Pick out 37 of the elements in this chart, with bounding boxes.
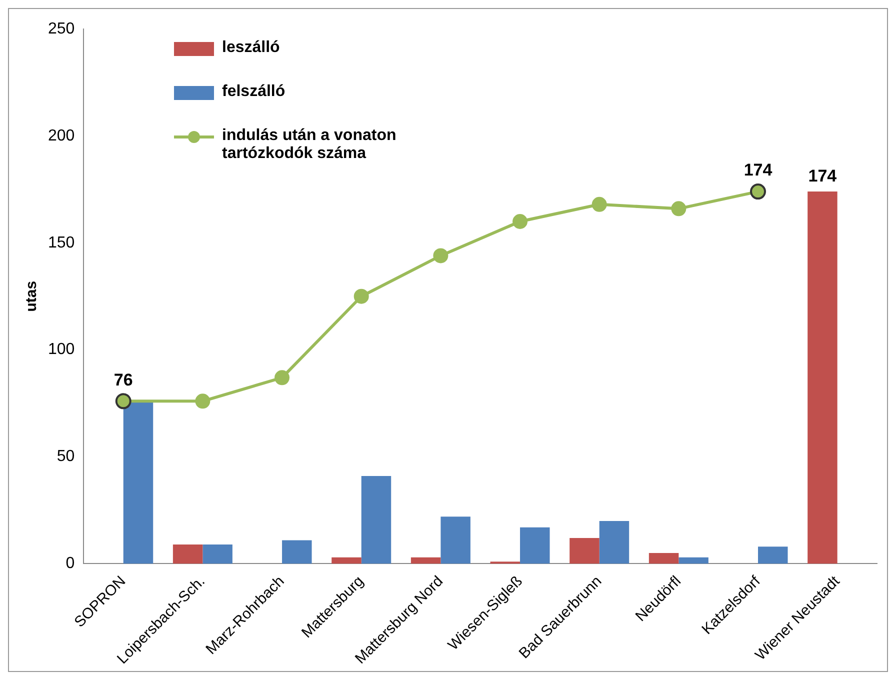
- point: [671, 201, 686, 216]
- legend-label: leszálló: [222, 39, 280, 57]
- point: [592, 196, 607, 212]
- legend-label: felszálló: [222, 83, 286, 101]
- y-tick-label: 50: [56, 448, 75, 466]
- y-tick-label: 0: [66, 555, 75, 572]
- bar: [410, 557, 441, 564]
- bar: [599, 520, 630, 564]
- bar: [758, 546, 788, 564]
- y-tick-label: 200: [48, 127, 75, 144]
- bar: [282, 540, 312, 564]
- point: [354, 288, 369, 304]
- bar: [648, 553, 679, 564]
- bar: [361, 476, 392, 564]
- y-tick-label: 150: [48, 234, 75, 252]
- y-tick-label: 100: [48, 341, 75, 358]
- bar: [808, 192, 838, 564]
- point: [274, 370, 290, 386]
- bar: [172, 544, 203, 564]
- bar: [202, 544, 232, 564]
- data-label: 76: [114, 370, 133, 390]
- bar: [678, 557, 708, 564]
- data-label: 174: [744, 160, 773, 180]
- y-axis-title: utas: [23, 280, 40, 312]
- point: [115, 393, 132, 410]
- point: [512, 214, 528, 230]
- point: [750, 184, 766, 200]
- bar: [332, 557, 362, 564]
- data-label: 174: [808, 166, 838, 186]
- point: [433, 248, 448, 264]
- y-tick-label: 250: [48, 20, 75, 38]
- bar: [123, 401, 154, 564]
- legend-label: indulás után a vonaton tartózkodók száma: [222, 127, 398, 163]
- bar: [440, 516, 470, 564]
- bar: [570, 538, 600, 564]
- point: [195, 394, 210, 409]
- bar: [520, 527, 550, 564]
